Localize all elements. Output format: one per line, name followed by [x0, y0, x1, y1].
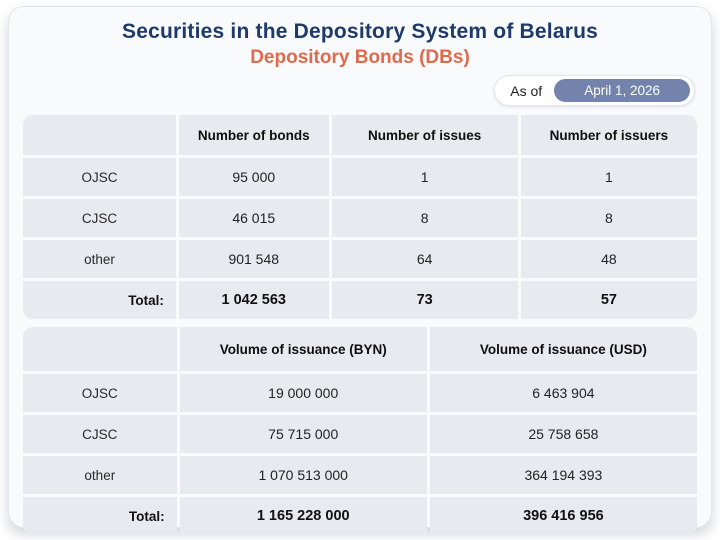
cell-issuers: 48	[520, 240, 697, 278]
as-of-label: As of	[510, 82, 543, 99]
as-of-date-button[interactable]: April 1, 2026	[554, 79, 690, 102]
total-label: Total:	[23, 497, 177, 535]
table-header-row: Number of bonds Number of issues Number …	[23, 115, 697, 155]
cell-bonds: 901 548	[178, 240, 329, 278]
table-row-other: other 1 070 513 000 364 194 393	[23, 456, 697, 494]
cell-issuers: 1	[520, 158, 697, 196]
total-volume-usd: 396 416 956	[429, 497, 697, 535]
bonds-count-table: Number of bonds Number of issues Number …	[23, 115, 697, 319]
cell-volume-usd: 25 758 658	[429, 415, 697, 453]
page-title: Securities in the Depository System of B…	[121, 20, 598, 43]
table-row-cjsc: CJSC 46 015 8 8	[23, 199, 697, 237]
corner-cell	[23, 115, 176, 155]
stats-card: Securities in the Depository System of B…	[8, 6, 712, 535]
total-bonds: 1 042 563	[178, 281, 329, 319]
table-row-cjsc: CJSC 75 715 000 25 758 658	[23, 415, 697, 453]
column-header-number-of-issuers: Number of issuers	[520, 115, 697, 155]
row-label: CJSC	[23, 415, 177, 453]
row-label: other	[23, 456, 177, 494]
table-row-ojsc: OJSC 95 000 1 1	[23, 158, 697, 196]
cell-volume-byn: 1 070 513 000	[179, 456, 427, 494]
cell-bonds: 95 000	[178, 158, 329, 196]
total-volume-byn: 1 165 228 000	[179, 497, 427, 535]
cell-volume-byn: 19 000 000	[179, 374, 427, 412]
as-of-row: As of April 1, 2026	[23, 75, 695, 106]
cell-issues: 64	[331, 240, 518, 278]
cell-bonds: 46 015	[178, 199, 329, 237]
page-subtitle: Depository Bonds (DBs)	[250, 47, 470, 68]
as-of-control[interactable]: As of April 1, 2026	[494, 75, 695, 106]
table-total-row: Total: 1 165 228 000 396 416 956	[23, 497, 697, 535]
row-label: other	[23, 240, 176, 278]
total-label: Total:	[23, 281, 176, 319]
corner-cell	[23, 327, 177, 371]
table-total-row: Total: 1 042 563 73 57	[23, 281, 697, 319]
column-header-volume-byn: Volume of issuance (BYN)	[179, 327, 427, 371]
column-header-number-of-bonds: Number of bonds	[178, 115, 329, 155]
table-row-ojsc: OJSC 19 000 000 6 463 904	[23, 374, 697, 412]
row-label: OJSC	[23, 158, 176, 196]
table-header-row: Volume of issuance (BYN) Volume of issua…	[23, 327, 697, 371]
cell-volume-usd: 6 463 904	[429, 374, 697, 412]
table-divider	[23, 319, 697, 327]
table-row-other: other 901 548 64 48	[23, 240, 697, 278]
total-issues: 73	[331, 281, 518, 319]
row-label: OJSC	[23, 374, 177, 412]
total-issuers: 57	[520, 281, 697, 319]
cell-issuers: 8	[520, 199, 697, 237]
cell-issues: 8	[331, 199, 518, 237]
issuance-volume-table: Volume of issuance (BYN) Volume of issua…	[23, 327, 697, 535]
column-header-volume-usd: Volume of issuance (USD)	[429, 327, 697, 371]
cell-volume-usd: 364 194 393	[429, 456, 697, 494]
cell-issues: 1	[331, 158, 518, 196]
cell-volume-byn: 75 715 000	[179, 415, 427, 453]
column-header-number-of-issues: Number of issues	[331, 115, 518, 155]
row-label: CJSC	[23, 199, 176, 237]
